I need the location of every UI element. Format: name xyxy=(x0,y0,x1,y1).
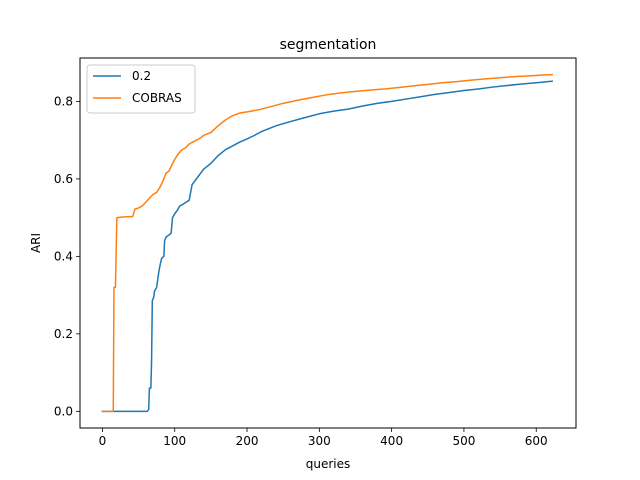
series-line-0-2 xyxy=(101,80,553,413)
x-tick-label: 0 xyxy=(99,434,107,448)
series-layer xyxy=(101,73,553,413)
legend-label-cobras: COBRAS xyxy=(132,91,182,105)
legend-box xyxy=(86,64,196,114)
y-axis-label: ARI xyxy=(29,233,43,253)
x-tick-label: 400 xyxy=(380,434,403,448)
y-tick-label: 0.6 xyxy=(54,172,73,186)
chart-title: segmentation xyxy=(280,37,377,53)
y-axis-ticks: 0.0 0.2 0.4 0.6 0.8 xyxy=(54,94,80,418)
x-axis-label: queries xyxy=(306,457,351,471)
x-tick-label: 100 xyxy=(163,434,186,448)
y-tick-label: 0.4 xyxy=(54,249,73,263)
x-tick-label: 200 xyxy=(236,434,259,448)
series-line-cobras xyxy=(101,73,553,413)
legend: 0.2 COBRAS xyxy=(86,64,196,114)
plot-area xyxy=(80,58,576,428)
axes-frame xyxy=(79,57,577,429)
x-tick-label: 600 xyxy=(525,434,548,448)
y-tick-label: 0.0 xyxy=(54,404,73,418)
y-tick-label: 0.8 xyxy=(54,94,73,108)
y-tick-label: 0.2 xyxy=(54,327,73,341)
x-axis-ticks: 0 100 200 300 400 500 600 xyxy=(99,428,548,448)
x-tick-label: 300 xyxy=(308,434,331,448)
legend-label-0-2: 0.2 xyxy=(132,69,151,83)
x-tick-label: 500 xyxy=(452,434,475,448)
